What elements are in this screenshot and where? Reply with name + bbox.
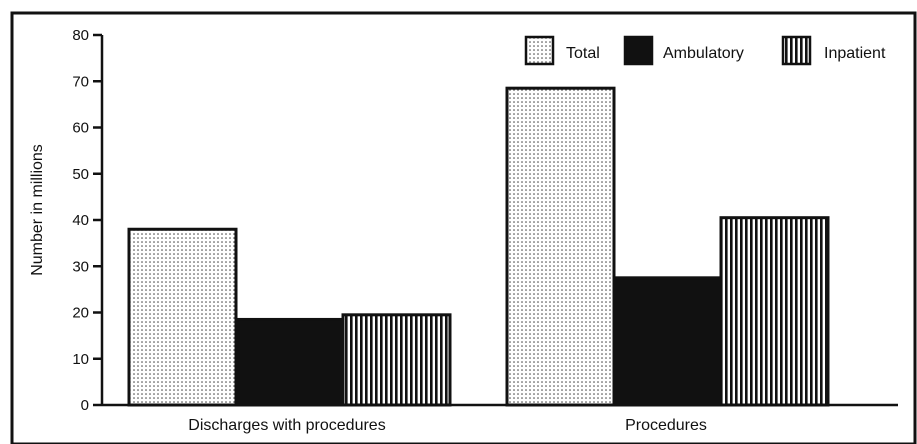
y-tick-label: 10 [72,351,89,368]
chart-frame [10,11,917,444]
legend-label-inpatient: Inpatient [824,45,886,62]
bar-ambulatory-2 [612,276,723,407]
legend-label-total: Total [566,45,600,62]
legend-swatch-ambulatory [623,35,654,66]
category-label: Discharges with procedures [188,417,385,434]
legend-swatch-inpatient [781,35,812,66]
legend: Total Ambulatory Inpatient [524,35,886,66]
y-tick-label: 20 [72,305,89,322]
bar-total-1 [127,227,238,407]
legend-swatch-total [524,35,555,66]
y-tick-label: 50 [72,166,89,183]
y-tick-label: 60 [72,120,89,137]
y-tick-label: 80 [72,27,89,44]
category-label: Procedures [625,417,707,434]
legend-label-ambulatory: Ambulatory [663,45,744,62]
y-tick-label: 40 [72,212,89,229]
y-axis-label: Number in millions [29,144,46,276]
bars-group [127,86,830,407]
y-tick-label: 30 [72,258,89,275]
bar-inpatient-1 [341,313,452,407]
bar-inpatient-2 [719,216,830,407]
category-labels: Discharges with procedures Procedures [188,417,707,434]
bar-ambulatory-1 [234,317,345,407]
bar-total-2 [505,86,616,407]
y-tick-label: 0 [81,397,89,414]
y-tick-label: 70 [72,73,89,90]
